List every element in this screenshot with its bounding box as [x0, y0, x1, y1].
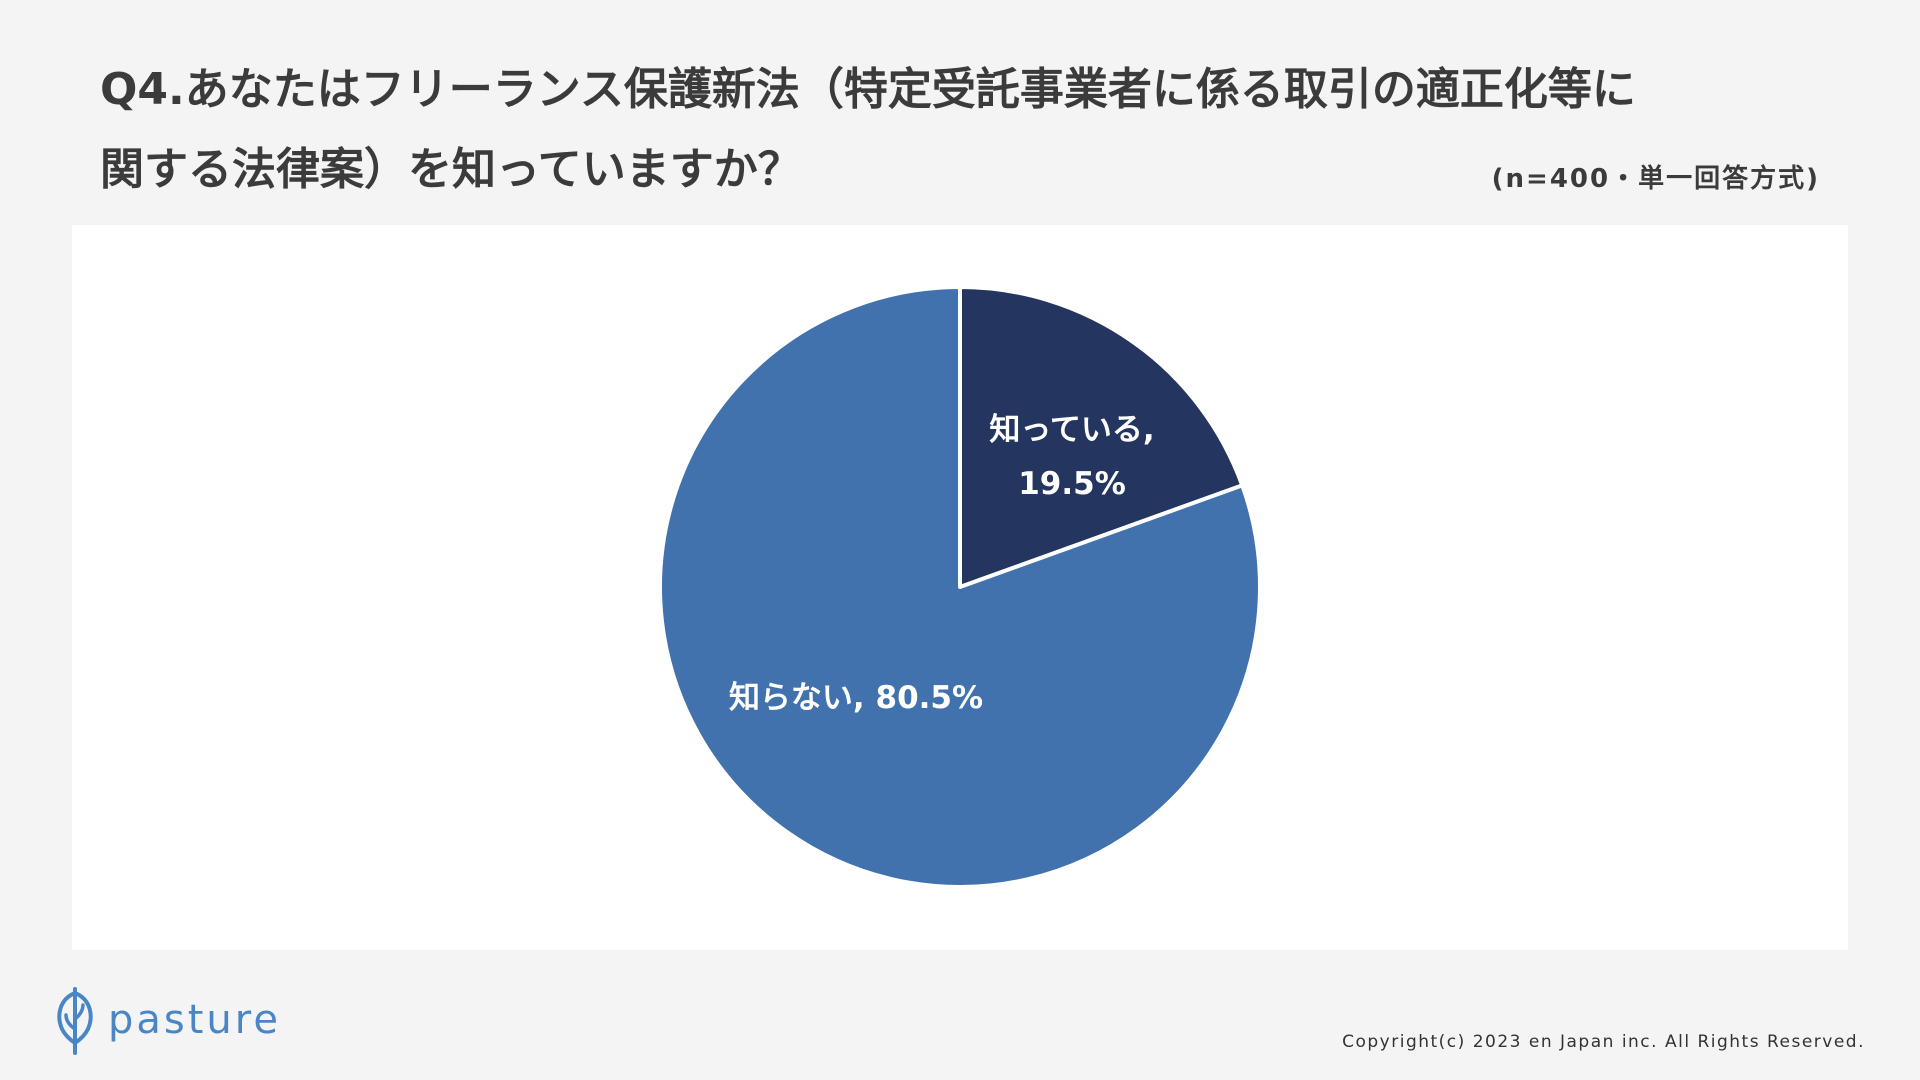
pie-labels: 知っている, 19.5% 知らない, 80.5% — [729, 412, 1155, 716]
slice-label-0: 知っている, 19.5% — [989, 412, 1154, 502]
pie-chart: 知っている, 19.5% 知らない, 80.5% — [657, 285, 1262, 889]
slice-label-0-line-1: 19.5% — [1018, 466, 1126, 502]
brand-name: pasture — [108, 997, 281, 1043]
slice-label-1-line-0: 知らない, 80.5% — [729, 680, 983, 716]
leaf-icon — [57, 987, 93, 1055]
chart-title: Q4.あなたはフリーランス保護新法（特定受託事業者に係る取引の適正化等に 関する… — [100, 50, 1800, 210]
title-line-1: Q4.あなたはフリーランス保護新法（特定受託事業者に係る取引の適正化等に — [100, 64, 1636, 115]
slice-label-1: 知らない, 80.5% — [729, 680, 983, 716]
title-line-2: 関する法律案）を知っていますか？ — [100, 144, 802, 195]
pie-slice-1 — [657, 285, 1262, 889]
sample-note: (n=400・単一回答方式) — [1491, 164, 1820, 194]
copyright: Copyright(c) 2023 en Japan inc. All Righ… — [1342, 1032, 1865, 1052]
pie-slice-0 — [958, 285, 1245, 589]
slice-label-0-line-0: 知っている, — [989, 412, 1154, 448]
pasture-logo: pasture — [52, 985, 281, 1055]
pie-slices — [657, 285, 1262, 889]
chart-panel: 知っている, 19.5% 知らない, 80.5% — [72, 225, 1848, 950]
